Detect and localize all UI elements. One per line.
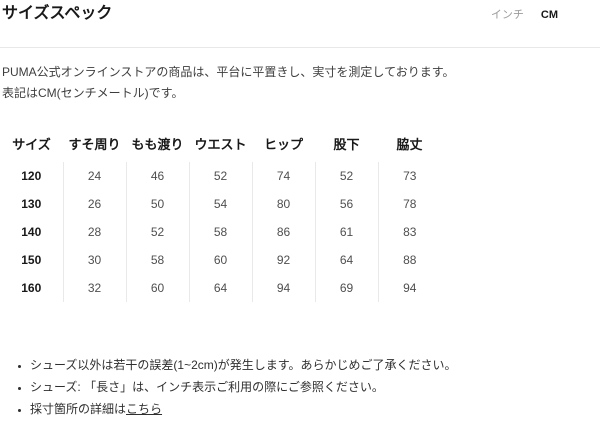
value-cell: 64 xyxy=(188,274,252,302)
table-row: 150 30 58 60 92 64 88 xyxy=(0,246,441,274)
note-shoes: シューズ: 「長さ」は、インチ表示ご利用の際にご参照ください。 xyxy=(30,376,600,398)
value-cell: 30 xyxy=(62,246,126,274)
value-cell: 52 xyxy=(188,162,252,190)
column-header-thigh: もも渡り xyxy=(131,136,184,152)
value-cell: 60 xyxy=(188,246,252,274)
value-cell: 80 xyxy=(251,190,315,218)
unit-toggle-cm[interactable]: CM xyxy=(540,9,558,21)
size-spec-table: サイズ すそ周り もも渡り ウエスト ヒップ 股下 脇丈 120 24 46 5… xyxy=(0,124,441,302)
value-cell: 46 xyxy=(125,162,189,190)
table-header-row: サイズ すそ周り もも渡り ウエスト ヒップ 股下 脇丈 xyxy=(0,124,441,162)
value-cell: 32 xyxy=(62,274,126,302)
table-row: 130 26 50 54 80 56 78 xyxy=(0,190,441,218)
value-cell: 86 xyxy=(251,218,315,246)
value-cell: 69 xyxy=(314,274,378,302)
value-cell: 24 xyxy=(62,162,126,190)
value-cell: 60 xyxy=(125,274,189,302)
unit-toggle-inch[interactable]: インチ xyxy=(490,9,524,21)
value-cell: 52 xyxy=(314,162,378,190)
value-cell: 94 xyxy=(251,274,315,302)
notes-list: シューズ以外は若干の誤差(1~2cm)が発生します。あらかじめご了承ください。 … xyxy=(0,354,600,420)
size-cell: 150 xyxy=(21,253,42,267)
column-header-hip: ヒップ xyxy=(263,136,303,152)
size-cell: 130 xyxy=(21,197,42,211)
column-header-side-length: 脇丈 xyxy=(396,136,423,152)
value-cell: 26 xyxy=(62,190,126,218)
value-cell: 83 xyxy=(377,218,441,246)
value-cell: 50 xyxy=(125,190,189,218)
measurement-detail-link[interactable]: こちら xyxy=(126,402,163,416)
value-cell: 94 xyxy=(377,274,441,302)
table-row: 120 24 46 52 74 52 73 xyxy=(0,162,441,190)
value-cell: 28 xyxy=(62,218,126,246)
column-header-inseam: 股下 xyxy=(333,136,360,152)
note-tolerance: シューズ以外は若干の誤差(1~2cm)が発生します。あらかじめご了承ください。 xyxy=(30,354,600,376)
value-cell: 88 xyxy=(377,246,441,274)
unit-toggle: インチ CM xyxy=(491,5,558,22)
value-cell: 58 xyxy=(125,246,189,274)
column-header-hem: すそ周り xyxy=(68,136,121,152)
page-title: サイズスペック xyxy=(2,5,113,22)
value-cell: 74 xyxy=(251,162,315,190)
value-cell: 73 xyxy=(377,162,441,190)
size-cell: 140 xyxy=(21,225,42,239)
column-header-waist: ウエスト xyxy=(194,136,247,152)
measurement-description-line1: PUMA公式オンラインストアの商品は、平台に平置きし、実寸を測定しております。 xyxy=(2,65,455,79)
value-cell: 54 xyxy=(188,190,252,218)
value-cell: 92 xyxy=(251,246,315,274)
value-cell: 78 xyxy=(377,190,441,218)
value-cell: 61 xyxy=(314,218,378,246)
value-cell: 52 xyxy=(125,218,189,246)
table-row: 140 28 52 58 86 61 83 xyxy=(0,218,441,246)
value-cell: 58 xyxy=(188,218,252,246)
size-cell: 160 xyxy=(21,281,42,295)
note-measurement-detail: 採寸箇所の詳細はこちら xyxy=(30,398,600,420)
measurement-description: PUMA公式オンラインストアの商品は、平台に平置きし、実寸を測定しております。 … xyxy=(2,62,600,104)
size-cell: 120 xyxy=(21,169,42,183)
size-spec-header: サイズスペック インチ CM xyxy=(0,0,600,48)
column-header-size: サイズ xyxy=(12,136,51,152)
table-row: 160 32 60 64 94 69 94 xyxy=(0,274,441,302)
note-measurement-detail-text: 採寸箇所の詳細は xyxy=(30,402,127,416)
value-cell: 64 xyxy=(314,246,378,274)
measurement-description-line2: 表記はCM(センチメートル)です。 xyxy=(2,86,184,100)
value-cell: 56 xyxy=(314,190,378,218)
